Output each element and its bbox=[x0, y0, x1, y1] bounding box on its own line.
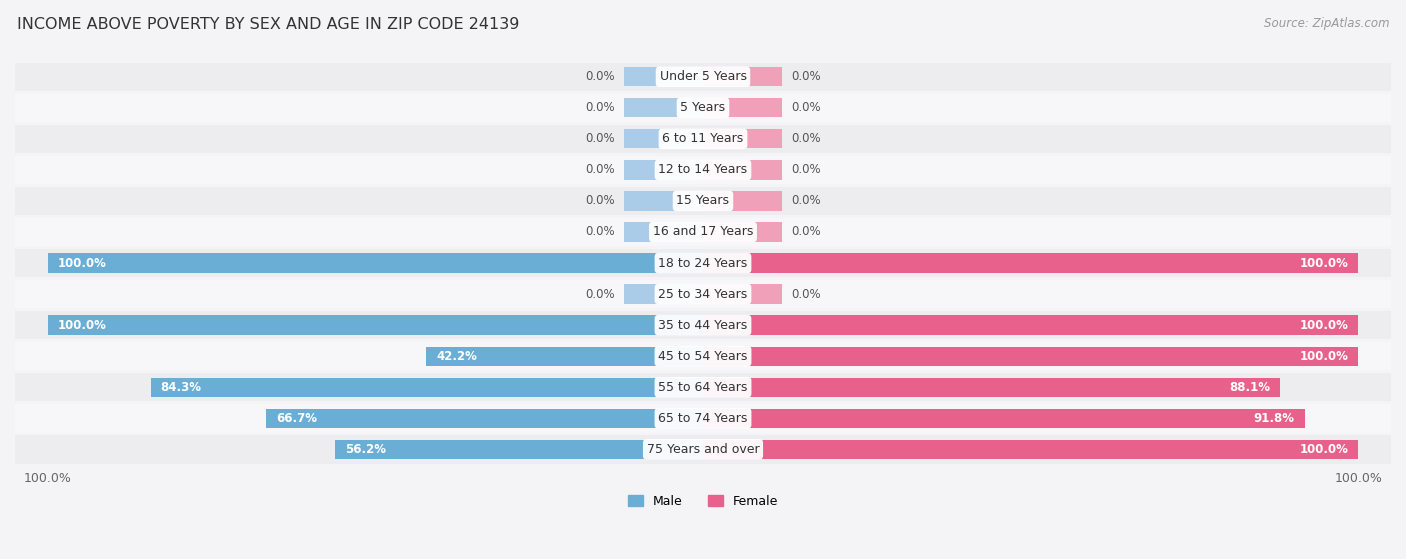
Bar bbox=[15, 217, 1391, 247]
Text: 25 to 34 Years: 25 to 34 Years bbox=[658, 287, 748, 301]
Bar bbox=[15, 125, 1391, 153]
Bar bbox=[15, 93, 1391, 122]
Text: 6 to 11 Years: 6 to 11 Years bbox=[662, 132, 744, 145]
Bar bbox=[703, 129, 782, 149]
Bar bbox=[624, 129, 703, 149]
Bar bbox=[15, 249, 1391, 277]
Text: 100.0%: 100.0% bbox=[1299, 349, 1348, 363]
Bar bbox=[624, 222, 703, 241]
Text: 100.0%: 100.0% bbox=[58, 319, 107, 331]
Bar bbox=[266, 409, 703, 428]
Text: 88.1%: 88.1% bbox=[1229, 381, 1271, 394]
Text: 100.0%: 100.0% bbox=[1299, 319, 1348, 331]
Text: 0.0%: 0.0% bbox=[585, 132, 614, 145]
Bar bbox=[703, 377, 1281, 397]
Text: INCOME ABOVE POVERTY BY SEX AND AGE IN ZIP CODE 24139: INCOME ABOVE POVERTY BY SEX AND AGE IN Z… bbox=[17, 17, 519, 32]
Text: Under 5 Years: Under 5 Years bbox=[659, 70, 747, 83]
Bar bbox=[48, 253, 703, 273]
Text: 0.0%: 0.0% bbox=[792, 101, 821, 115]
Bar bbox=[624, 191, 703, 211]
Bar bbox=[624, 160, 703, 179]
Text: 100.0%: 100.0% bbox=[1299, 443, 1348, 456]
Bar bbox=[703, 160, 782, 179]
Text: 66.7%: 66.7% bbox=[276, 412, 316, 425]
Text: 75 Years and over: 75 Years and over bbox=[647, 443, 759, 456]
Bar bbox=[703, 67, 782, 87]
Bar bbox=[15, 187, 1391, 215]
Bar bbox=[150, 377, 703, 397]
Text: 0.0%: 0.0% bbox=[792, 225, 821, 239]
Bar bbox=[703, 253, 1358, 273]
Bar bbox=[15, 342, 1391, 371]
Text: 100.0%: 100.0% bbox=[58, 257, 107, 269]
Text: 100.0%: 100.0% bbox=[1299, 257, 1348, 269]
Text: 0.0%: 0.0% bbox=[792, 132, 821, 145]
Text: 0.0%: 0.0% bbox=[585, 225, 614, 239]
Bar bbox=[703, 439, 1358, 459]
Bar bbox=[15, 311, 1391, 339]
Bar bbox=[624, 285, 703, 304]
Text: 35 to 44 Years: 35 to 44 Years bbox=[658, 319, 748, 331]
Text: 56.2%: 56.2% bbox=[344, 443, 385, 456]
Bar bbox=[703, 285, 782, 304]
Bar bbox=[15, 280, 1391, 309]
Text: 0.0%: 0.0% bbox=[792, 287, 821, 301]
Text: 5 Years: 5 Years bbox=[681, 101, 725, 115]
Text: 18 to 24 Years: 18 to 24 Years bbox=[658, 257, 748, 269]
Text: 84.3%: 84.3% bbox=[160, 381, 201, 394]
Bar bbox=[426, 347, 703, 366]
Legend: Male, Female: Male, Female bbox=[623, 490, 783, 513]
Bar bbox=[703, 409, 1305, 428]
Text: 12 to 14 Years: 12 to 14 Years bbox=[658, 163, 748, 177]
Bar bbox=[15, 404, 1391, 433]
Bar bbox=[15, 373, 1391, 401]
Text: 16 and 17 Years: 16 and 17 Years bbox=[652, 225, 754, 239]
Bar bbox=[15, 63, 1391, 91]
Text: 0.0%: 0.0% bbox=[585, 287, 614, 301]
Text: 0.0%: 0.0% bbox=[585, 195, 614, 207]
Bar bbox=[624, 67, 703, 87]
Bar bbox=[15, 155, 1391, 184]
Bar bbox=[703, 98, 782, 117]
Text: 65 to 74 Years: 65 to 74 Years bbox=[658, 412, 748, 425]
Bar bbox=[48, 315, 703, 335]
Bar bbox=[703, 191, 782, 211]
Bar bbox=[703, 347, 1358, 366]
Bar bbox=[703, 315, 1358, 335]
Text: 15 Years: 15 Years bbox=[676, 195, 730, 207]
Text: 0.0%: 0.0% bbox=[585, 101, 614, 115]
Bar bbox=[703, 222, 782, 241]
Text: Source: ZipAtlas.com: Source: ZipAtlas.com bbox=[1264, 17, 1389, 30]
Bar bbox=[335, 439, 703, 459]
Text: 42.2%: 42.2% bbox=[436, 349, 477, 363]
Bar bbox=[15, 435, 1391, 463]
Text: 91.8%: 91.8% bbox=[1254, 412, 1295, 425]
Text: 0.0%: 0.0% bbox=[792, 70, 821, 83]
Text: 0.0%: 0.0% bbox=[792, 163, 821, 177]
Bar bbox=[624, 98, 703, 117]
Text: 0.0%: 0.0% bbox=[585, 70, 614, 83]
Text: 0.0%: 0.0% bbox=[585, 163, 614, 177]
Text: 55 to 64 Years: 55 to 64 Years bbox=[658, 381, 748, 394]
Text: 45 to 54 Years: 45 to 54 Years bbox=[658, 349, 748, 363]
Text: 0.0%: 0.0% bbox=[792, 195, 821, 207]
